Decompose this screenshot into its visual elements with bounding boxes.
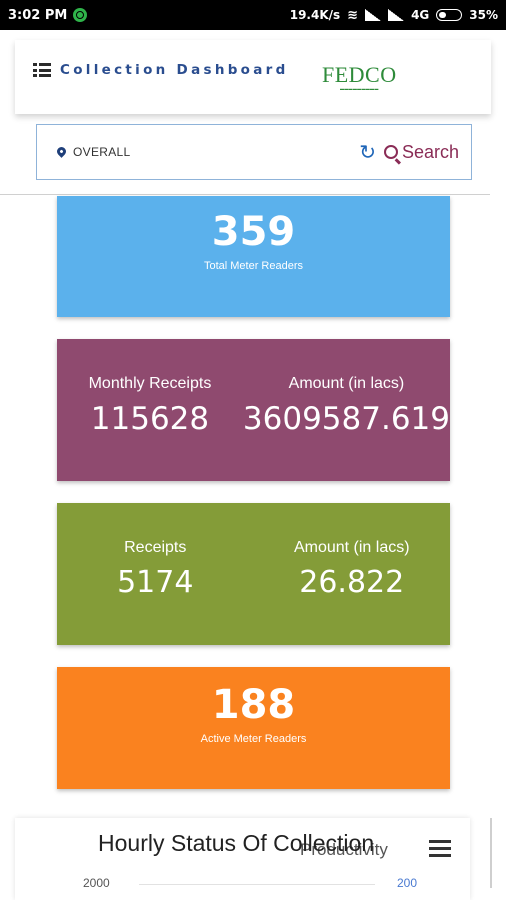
left-axis-tick: 2000 [83, 876, 110, 890]
hourly-status-chart: Productivity Hourly Status Of Collection… [15, 818, 470, 900]
battery-icon [436, 9, 463, 21]
search-button[interactable]: Search [383, 141, 459, 163]
battery-percent: 35% [469, 8, 498, 22]
monthly-amount-value: 3609587.619 [242, 401, 450, 437]
right-axis-tick: 200 [397, 876, 418, 890]
refresh-icon[interactable]: ↻ [359, 140, 376, 164]
header-divider [0, 194, 490, 195]
monthly-receipts-col: Monthly Receipts 115628 [57, 339, 243, 481]
monthly-amount-label: Amount (in lacs) [288, 375, 405, 392]
daily-amount-col: Amount (in lacs) 26.822 [254, 503, 451, 645]
grid-line [139, 884, 375, 885]
status-bar: 3:02 PM 19.4K/s ≋ 4G 35% [0, 0, 506, 30]
status-time: 3:02 PM [8, 7, 68, 23]
location-pin-icon [55, 144, 68, 158]
status-indicators: 19.4K/s ≋ 4G 35% [290, 8, 498, 23]
chart-title: Hourly Status Of Collection [98, 830, 375, 856]
network-type: 4G [411, 8, 430, 22]
notification-icon [73, 8, 88, 22]
list-menu-icon[interactable] [33, 63, 51, 77]
signal-icon [365, 9, 382, 21]
active-meter-readers-card[interactable]: 188 Active Meter Readers [57, 667, 450, 789]
page-title: Collection Dashboard [60, 62, 289, 78]
daily-receipts-label: Receipts [124, 539, 187, 556]
daily-amount-value: 26.822 [299, 565, 405, 600]
active-meter-readers-label: Active Meter Readers [200, 733, 307, 745]
active-meter-readers-value: 188 [211, 682, 296, 728]
fedco-logo: FEDCO ▬▬▬▬▬▬▬▬▬ [322, 62, 397, 92]
daily-receipts-card[interactable]: Receipts 5174 Amount (in lacs) 26.822 [57, 503, 450, 645]
search-button-label: Search [401, 141, 459, 162]
chart-subtitle: Productivity [300, 840, 388, 859]
monthly-receipts-label: Monthly Receipts [88, 375, 212, 392]
wifi-icon: ≋ [347, 7, 359, 23]
location-selector[interactable]: OVERALL [73, 145, 131, 159]
daily-receipts-col: Receipts 5174 [57, 503, 254, 645]
location-search-bar: OVERALL ↻ Search [36, 124, 472, 180]
monthly-receipts-card[interactable]: Monthly Receipts 115628 Amount (in lacs)… [57, 339, 450, 481]
monthly-receipts-value: 115628 [90, 401, 210, 437]
total-meter-readers-value: 359 [211, 209, 296, 255]
app-header: Collection Dashboard FEDCO ▬▬▬▬▬▬▬▬▬ [15, 40, 491, 114]
signal-icon-2 [388, 9, 405, 21]
logo-subtext: ▬▬▬▬▬▬▬▬▬ [339, 86, 379, 91]
daily-receipts-value: 5174 [117, 565, 194, 600]
monthly-amount-col: Amount (in lacs) 3609587.619 [243, 339, 450, 481]
scroll-edge [490, 818, 492, 888]
total-meter-readers-label: Total Meter Readers [203, 260, 304, 272]
logo-text: FEDCO [322, 62, 397, 87]
total-meter-readers-card[interactable]: 359 Total Meter Readers [57, 196, 450, 317]
network-speed: 19.4K/s [289, 8, 341, 22]
chart-menu-icon[interactable] [429, 840, 451, 858]
search-icon [383, 145, 398, 159]
daily-amount-label: Amount (in lacs) [293, 539, 410, 556]
